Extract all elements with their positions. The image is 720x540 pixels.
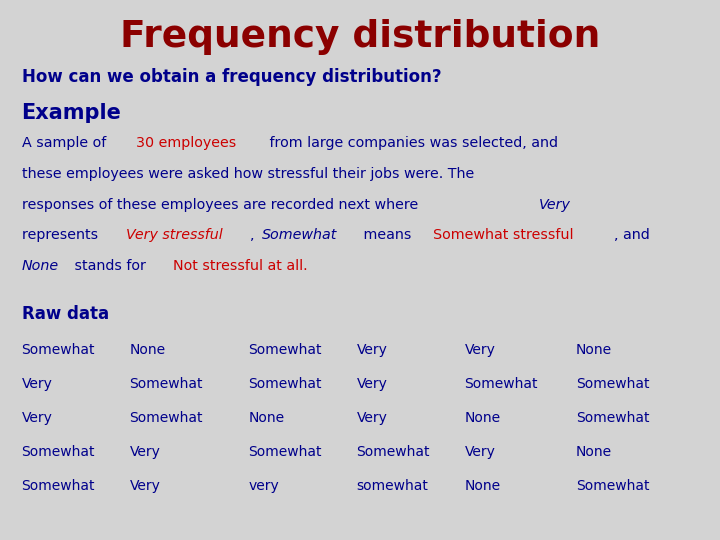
Text: Frequency distribution: Frequency distribution: [120, 19, 600, 55]
Text: Somewhat: Somewhat: [464, 377, 538, 391]
Text: Somewhat: Somewhat: [248, 377, 322, 391]
Text: Very: Very: [130, 479, 161, 493]
Text: Somewhat: Somewhat: [22, 479, 95, 493]
Text: None: None: [130, 343, 166, 357]
Text: these employees were asked how stressful their jobs were. The: these employees were asked how stressful…: [22, 167, 474, 181]
Text: Somewhat: Somewhat: [22, 445, 95, 459]
Text: Somewhat: Somewhat: [22, 343, 95, 357]
Text: 30 employees: 30 employees: [136, 136, 236, 150]
Text: Very: Very: [464, 343, 495, 357]
Text: Somewhat: Somewhat: [356, 445, 430, 459]
Text: Somewhat stressful: Somewhat stressful: [433, 228, 573, 242]
Text: Very: Very: [130, 445, 161, 459]
Text: stands for: stands for: [70, 259, 150, 273]
Text: Example: Example: [22, 103, 122, 123]
Text: Very: Very: [22, 377, 53, 391]
Text: Somewhat: Somewhat: [576, 411, 649, 425]
Text: responses of these employees are recorded next where: responses of these employees are recorde…: [22, 198, 423, 212]
Text: None: None: [576, 445, 612, 459]
Text: Somewhat: Somewhat: [248, 445, 322, 459]
Text: Very: Very: [356, 377, 387, 391]
Text: None: None: [22, 259, 59, 273]
Text: None: None: [464, 479, 500, 493]
Text: Somewhat: Somewhat: [576, 377, 649, 391]
Text: Somewhat: Somewhat: [130, 377, 203, 391]
Text: None: None: [248, 411, 284, 425]
Text: Raw data: Raw data: [22, 305, 109, 323]
Text: Very: Very: [356, 343, 387, 357]
Text: Somewhat: Somewhat: [248, 343, 322, 357]
Text: means: means: [359, 228, 416, 242]
Text: Very: Very: [539, 198, 570, 212]
Text: Very: Very: [464, 445, 495, 459]
Text: How can we obtain a frequency distribution?: How can we obtain a frequency distributi…: [22, 68, 441, 85]
Text: Somewhat: Somewhat: [262, 228, 338, 242]
Text: Somewhat: Somewhat: [576, 479, 649, 493]
Text: None: None: [576, 343, 612, 357]
Text: somewhat: somewhat: [356, 479, 428, 493]
Text: A sample of: A sample of: [22, 136, 110, 150]
Text: Very: Very: [22, 411, 53, 425]
Text: from large companies was selected, and: from large companies was selected, and: [266, 136, 559, 150]
Text: None: None: [464, 411, 500, 425]
Text: Not stressful at all.: Not stressful at all.: [174, 259, 308, 273]
Text: , and: , and: [614, 228, 649, 242]
Text: ,: ,: [251, 228, 259, 242]
Text: represents: represents: [22, 228, 102, 242]
Text: Very: Very: [356, 411, 387, 425]
Text: Very stressful: Very stressful: [125, 228, 222, 242]
Text: Somewhat: Somewhat: [130, 411, 203, 425]
Text: very: very: [248, 479, 279, 493]
